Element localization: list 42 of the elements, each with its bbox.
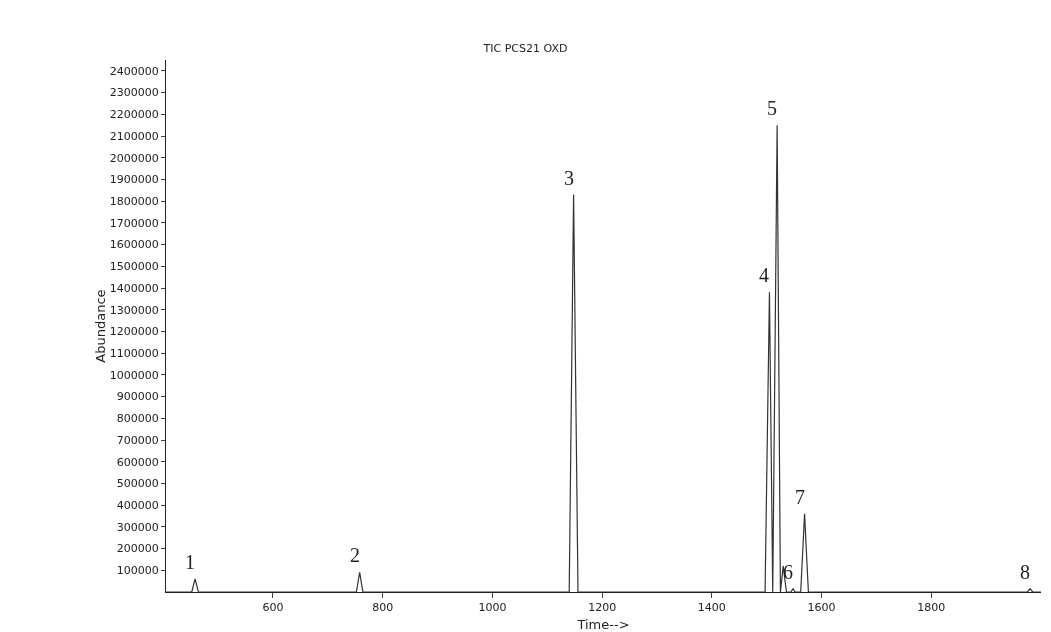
x-tick-label: 1400 bbox=[697, 601, 726, 615]
y-tick-label: 1700000 bbox=[109, 216, 159, 230]
y-tick-label: 700000 bbox=[116, 433, 159, 447]
y-tick-label: 200000 bbox=[116, 542, 159, 556]
y-tick-label: 1600000 bbox=[109, 238, 159, 252]
annotation: 8 bbox=[1020, 561, 1030, 583]
x-tick-label: 1200 bbox=[588, 601, 617, 615]
x-tick-label: 600 bbox=[262, 601, 284, 615]
x-tick-label: 1000 bbox=[478, 601, 507, 615]
x-tick-label: 1800 bbox=[917, 601, 946, 615]
x-axis-title: Time--> bbox=[576, 617, 630, 632]
y-tick-label: 1400000 bbox=[109, 281, 159, 295]
y-tick-label: 800000 bbox=[116, 412, 159, 426]
y-tick-label: 2100000 bbox=[109, 129, 159, 143]
x-tick-label: 1600 bbox=[807, 601, 836, 615]
y-tick-label: 1800000 bbox=[109, 194, 159, 208]
annotation: 3 bbox=[564, 167, 574, 189]
y-axis-title: Abundance bbox=[92, 289, 108, 363]
annotation: 4 bbox=[759, 264, 769, 286]
y-tick-label: 1500000 bbox=[109, 260, 159, 274]
y-tick-label: 900000 bbox=[116, 390, 159, 404]
y-tick-label: 100000 bbox=[116, 564, 159, 578]
y-tick-label: 300000 bbox=[116, 520, 159, 534]
y-tick-label: 600000 bbox=[116, 455, 159, 469]
y-tick-label: 1100000 bbox=[109, 346, 159, 360]
annotation: 5 bbox=[767, 97, 777, 119]
y-tick-label: 1300000 bbox=[109, 303, 159, 317]
annotation: 6 bbox=[783, 561, 793, 583]
y-tick-label: 2400000 bbox=[109, 64, 159, 78]
y-tick-label: 1900000 bbox=[109, 173, 159, 187]
y-tick-label: 2200000 bbox=[109, 108, 159, 122]
y-tick-label: 1200000 bbox=[109, 325, 159, 339]
y-tick-label: 2300000 bbox=[109, 86, 159, 100]
annotation: 2 bbox=[350, 544, 360, 566]
y-tick-label: 2000000 bbox=[109, 151, 159, 165]
y-tick-label: 400000 bbox=[116, 498, 159, 512]
y-tick-label: 1000000 bbox=[109, 368, 159, 382]
annotation: 1 bbox=[185, 551, 195, 573]
y-tick-label: 500000 bbox=[116, 477, 159, 491]
x-tick-label: 800 bbox=[372, 601, 394, 615]
annotation: 7 bbox=[795, 486, 805, 508]
chart-title: TIC PCS21 OXD bbox=[482, 41, 568, 55]
